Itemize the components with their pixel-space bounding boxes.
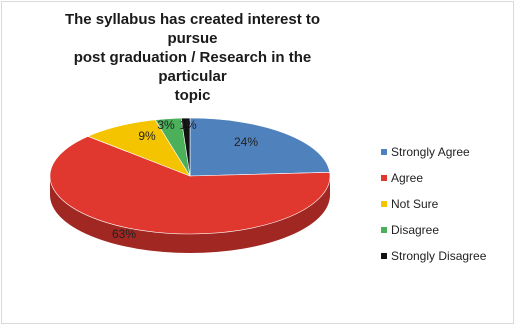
legend-label: Strongly Agree (391, 144, 470, 159)
pie-side-1 (50, 176, 330, 253)
legend-label: Not Sure (391, 196, 439, 211)
chart-title-line-2: post graduation / Research in the partic… (73, 49, 312, 85)
pie-slice-4 (180, 117, 191, 177)
data-label-4: 1% (179, 118, 197, 132)
chart-title: The syllabus has created interest to pur… (40, 10, 345, 105)
data-label-2: 9% (138, 129, 156, 143)
legend-item-strongly-agree: Strongly Agree (381, 144, 486, 159)
legend-item-agree: Agree (381, 170, 486, 185)
data-label-1: 63% (112, 227, 136, 241)
data-label-3: 3% (157, 118, 175, 132)
pie-slice-2 (87, 119, 191, 177)
legend-swatch (381, 174, 387, 181)
pie-slice-1 (49, 135, 331, 235)
legend-swatch (381, 226, 387, 233)
legend-label: Strongly Disagree (391, 248, 487, 263)
legend-label: Disagree (391, 222, 440, 237)
data-label-0: 24% (234, 135, 258, 149)
legend-swatch (381, 252, 387, 259)
legend-item-strongly-disagree: Strongly Disagree (381, 248, 487, 263)
chart-title-line-1: The syllabus has created interest to pur… (64, 11, 321, 47)
legend-swatch (381, 200, 387, 207)
legend: Strongly Agree Agree Not Sure Disagree S… (381, 145, 486, 275)
legend-item-disagree: Disagree (381, 222, 486, 237)
pie-group: 24% 63% 9%3% 1% (49, 117, 331, 253)
legend-label: Agree (391, 170, 424, 185)
pie-slice-0 (189, 117, 331, 177)
legend-swatch (381, 148, 387, 155)
chart-title-line-3: topic (174, 87, 211, 104)
legend-item-not-sure: Not Sure (381, 196, 486, 211)
